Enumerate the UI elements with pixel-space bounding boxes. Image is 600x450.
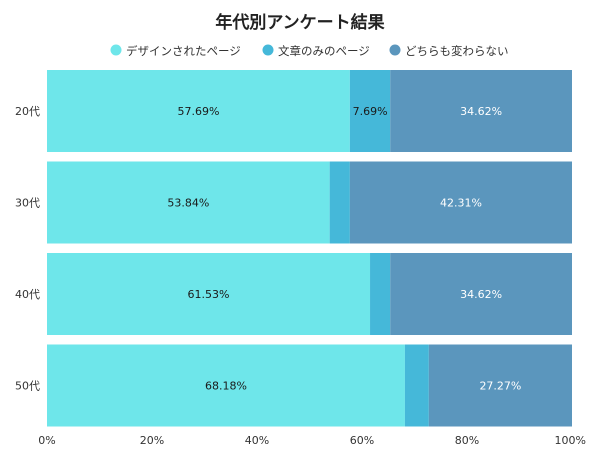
legend-swatch [262, 44, 274, 56]
data-label: 34.62% [460, 288, 502, 301]
bar-segment [390, 70, 572, 152]
x-axis: 0% 20% 40% 60% 80% 100% [38, 434, 586, 447]
x-tick-label: 40% [245, 434, 269, 447]
data-label: 27.27% [479, 380, 521, 393]
bar-segment [47, 70, 350, 152]
chart-title: 年代別アンケート結果 [215, 12, 384, 33]
data-label: 53.84% [167, 197, 209, 210]
legend-swatch [110, 44, 122, 56]
data-label: 34.62% [460, 105, 502, 118]
data-label: 61.53% [188, 288, 230, 301]
category-label: 40代 [15, 288, 40, 301]
legend-item: 文章のみのページ [262, 44, 370, 58]
legend-item: デザインされたページ [110, 44, 241, 58]
bar-segment [349, 161, 572, 244]
bar-segment [370, 253, 391, 335]
category-label: 50代 [15, 380, 40, 393]
data-label: 57.69% [177, 105, 219, 118]
x-tick-label: 80% [455, 434, 479, 447]
bar-segment [428, 344, 572, 427]
bar-segment [404, 344, 429, 427]
bar-segment [47, 253, 371, 335]
x-tick-label: 100% [555, 434, 586, 447]
bar-segment [47, 344, 405, 427]
legend-label: 文章のみのページ [278, 44, 370, 58]
bar-segment [329, 161, 350, 244]
x-tick-label: 60% [350, 434, 374, 447]
data-label: 68.18% [205, 380, 247, 393]
legend: デザインされたページ 文章のみのページ どちらも変わらない [110, 44, 509, 58]
category-label: 30代 [15, 197, 40, 210]
x-tick-label: 0% [38, 434, 55, 447]
category-label: 20代 [15, 105, 40, 118]
legend-label: どちらも変わらない [405, 44, 509, 58]
legend-swatch [389, 44, 401, 56]
legend-item: どちらも変わらない [389, 44, 509, 58]
bar-segment [390, 253, 572, 335]
legend-label: デザインされたページ [126, 44, 241, 58]
bar-segment [349, 70, 391, 152]
y-axis: 20代 30代 40代 50代 [15, 105, 40, 393]
bars: 57.69% 7.69% 34.62% 53.84% 42.31% 61.53% 34.62… [47, 70, 572, 427]
x-tick-label: 20% [140, 434, 164, 447]
data-label: 42.31% [440, 197, 482, 210]
data-label: 7.69% [353, 105, 388, 118]
bar-segment [47, 161, 330, 244]
